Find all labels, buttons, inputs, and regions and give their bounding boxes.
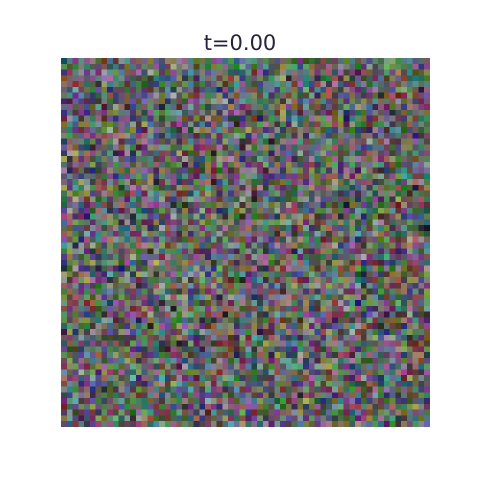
figure-title: t=0.00 bbox=[203, 31, 277, 55]
noise-image bbox=[61, 58, 430, 427]
